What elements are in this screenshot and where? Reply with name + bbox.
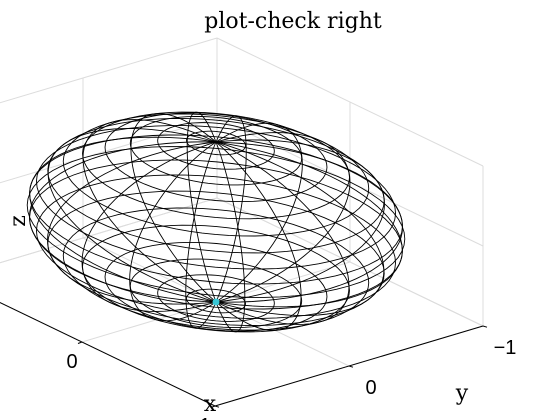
- longitude-line: [28, 141, 217, 303]
- longitude-line: [186, 111, 217, 303]
- y-tick-mark: [348, 365, 354, 368]
- longitude-line: [47, 128, 217, 303]
- chart-title: plot-check right: [204, 9, 382, 34]
- longitude-line: [130, 113, 217, 303]
- tick-labels: −101−101−101: [66, 337, 517, 420]
- longitude-line: [29, 136, 217, 303]
- axes-box: [0, 301, 488, 408]
- longitude-line: [81, 141, 217, 312]
- grid-line: [0, 37, 218, 104]
- longitude-line: [82, 119, 217, 303]
- longitude-line: [215, 141, 350, 325]
- grid-line: [0, 301, 216, 407]
- y-axis-label: y: [455, 381, 469, 406]
- grid-line: [216, 37, 484, 167]
- x-tick-mark: [210, 405, 216, 408]
- y-tick-label: 1: [231, 417, 242, 420]
- latitude-line: [129, 116, 303, 186]
- longitude-line: [215, 132, 351, 303]
- latitude-line: [129, 258, 303, 328]
- latitude-line: [47, 118, 385, 254]
- longitude-line: [215, 141, 403, 308]
- x-axis-line: [0, 301, 216, 407]
- x-axis-label: x: [204, 392, 217, 417]
- y-tick-label: −1: [494, 337, 517, 359]
- longitude-line: [215, 141, 404, 303]
- longitude-line: [215, 141, 385, 316]
- y-tick-mark: [214, 405, 220, 408]
- x-tick-label: 0: [66, 351, 77, 373]
- z-axis-label: z: [6, 215, 31, 227]
- x-tick-mark: [77, 341, 83, 344]
- x-tick-label: 1: [199, 415, 210, 420]
- marker-point: [212, 298, 220, 306]
- y-tick-mark: [482, 325, 488, 328]
- grid-line: [216, 197, 484, 327]
- longitude-line: [215, 139, 385, 303]
- y-tick-label: 0: [365, 377, 376, 399]
- wireframe-surface: [26, 111, 406, 333]
